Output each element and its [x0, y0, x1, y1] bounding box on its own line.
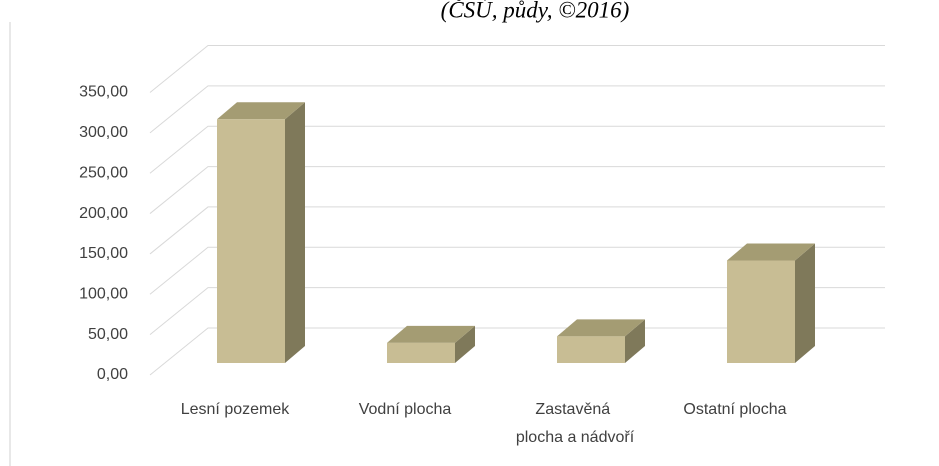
bar	[727, 243, 815, 363]
bar	[557, 319, 645, 363]
x-tick-line: Zastavěná	[535, 401, 614, 418]
grid-line	[149, 287, 885, 336]
x-tick-label: Lesní pozemek	[181, 401, 291, 418]
y-tick-label: 50,00	[88, 326, 128, 343]
y-tick-label: 350,00	[79, 84, 128, 101]
grid-line	[149, 206, 885, 255]
bar	[217, 102, 305, 363]
x-tick-label: Zastavěná plocha a nádvoří	[516, 401, 635, 446]
y-tick-label: 100,00	[79, 286, 128, 303]
bar-top	[727, 243, 815, 261]
bar	[387, 325, 475, 363]
bar-front	[217, 119, 285, 363]
bar-side	[455, 325, 475, 363]
x-tick-label: Vodní plocha	[359, 401, 452, 418]
bar-top	[557, 319, 645, 337]
bar-side	[795, 243, 815, 363]
x-tick-line: plocha a nádvoří	[516, 429, 635, 446]
grid-line	[149, 85, 885, 134]
y-tick-label: 250,00	[79, 164, 128, 181]
y-tick-label: 300,00	[79, 124, 128, 141]
bar-top	[387, 325, 475, 343]
bar-front	[727, 260, 795, 363]
grid-line	[149, 166, 885, 214]
x-tick-label: Ostatní plocha	[683, 401, 786, 418]
bar-side	[285, 102, 305, 363]
bar-side	[625, 319, 645, 363]
grid-line	[149, 125, 885, 174]
y-tick-label: 0,00	[97, 366, 128, 383]
y-tick-label: 150,00	[79, 245, 128, 262]
bar-front	[387, 342, 455, 363]
bar-front	[557, 336, 625, 363]
grid-line	[149, 45, 885, 93]
chart-title: (ČSÚ, půdy, ©2016)	[441, 0, 630, 22]
bar-top	[217, 102, 305, 120]
grid-line	[149, 327, 885, 376]
grid-line	[149, 246, 885, 295]
y-tick-label: 200,00	[79, 205, 128, 222]
